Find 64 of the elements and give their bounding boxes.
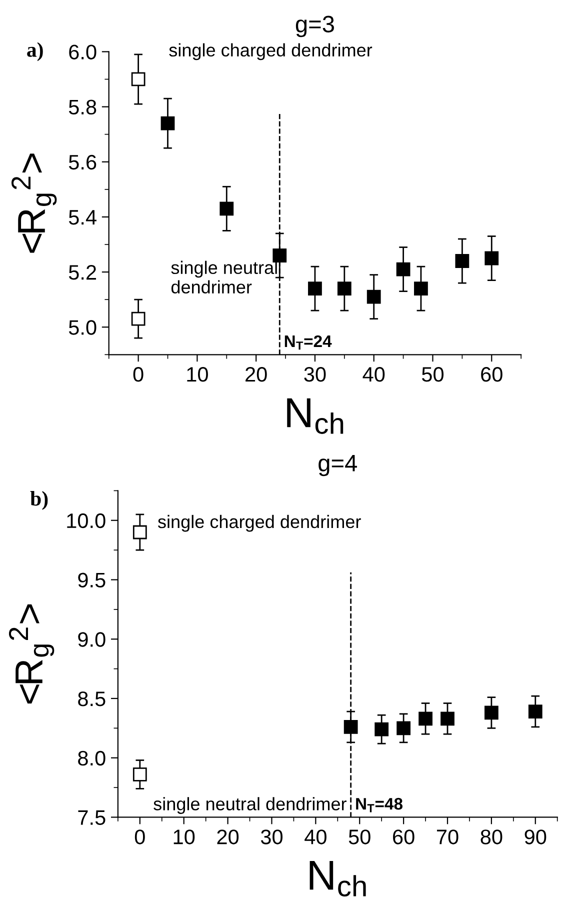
- x-tick-label: 50: [348, 830, 370, 844]
- y-tick-label: 9.0: [78, 632, 106, 647]
- y-tick-label: 8.0: [78, 750, 106, 766]
- y-tick-label: 10.0: [67, 513, 106, 528]
- annotation: single charged dendrimer: [169, 43, 372, 60]
- x-tick-label: 60: [393, 830, 414, 844]
- ref-line-label: N$_{T}$=48: [356, 798, 403, 812]
- x-tick-label: 0: [134, 830, 145, 844]
- chart-title: g=4: [318, 455, 357, 476]
- point: [440, 712, 454, 726]
- point: [272, 248, 287, 262]
- ref-line-label: N$_{T}$=24: [284, 335, 332, 350]
- y-tick-label: 5.6: [68, 154, 96, 170]
- annotation: single charged dendrimer: [158, 514, 361, 532]
- y-axis-title: <R$_{g}$$^{2}$>: [8, 604, 54, 704]
- point: [455, 254, 470, 268]
- point: [344, 720, 358, 734]
- x-tick-label: 0: [133, 366, 144, 382]
- x-tick-label: 30: [304, 366, 326, 382]
- point: [132, 525, 147, 540]
- x-tick-label: 20: [246, 366, 267, 382]
- point: [396, 262, 410, 276]
- x-tick-label: 20: [217, 830, 239, 844]
- y-tick-label: 5.0: [68, 320, 96, 335]
- x-tick-label: 30: [260, 830, 283, 844]
- x-tick-label: 70: [436, 830, 458, 844]
- point: [418, 712, 432, 726]
- x-tick-label: 60: [481, 366, 502, 382]
- text: b): [30, 491, 48, 510]
- x-tick-label: 40: [304, 830, 326, 844]
- annotation: single neutral dendrimer: [154, 797, 346, 814]
- y-axis-title: <R$_{g}$$^{2}$>: [11, 154, 57, 253]
- y-tick-label: 9.5: [78, 572, 106, 588]
- x-tick-label: 10: [174, 830, 195, 844]
- point: [414, 282, 428, 296]
- point: [528, 704, 542, 718]
- text: a): [27, 42, 43, 62]
- point: [220, 202, 234, 216]
- point: [131, 312, 146, 326]
- point: [308, 282, 322, 296]
- x-axis-title: N$_{ch}$: [287, 398, 344, 434]
- x-tick-label: 10: [187, 366, 208, 382]
- y-tick-label: 5.8: [68, 100, 96, 115]
- point: [366, 290, 381, 304]
- annotation: single neutral dendrimer: [171, 260, 277, 294]
- x-tick-label: 90: [524, 830, 546, 844]
- y-tick-label: 7.5: [78, 810, 106, 825]
- y-tick-label: 5.4: [68, 210, 96, 225]
- y-tick-label: 5.2: [68, 265, 96, 280]
- x-tick-label: 80: [480, 830, 502, 844]
- x-tick-label: 50: [422, 366, 444, 382]
- point: [337, 282, 352, 296]
- point: [374, 722, 389, 736]
- point: [131, 72, 146, 86]
- x-axis-title: N$_{ch}$: [310, 860, 366, 897]
- point: [132, 768, 147, 782]
- point: [484, 706, 498, 720]
- point: [484, 251, 499, 266]
- x-tick-label: 40: [362, 366, 385, 382]
- point: [396, 721, 411, 736]
- y-tick-label: 6.0: [69, 44, 96, 60]
- chart-title: g=3: [296, 16, 334, 38]
- point: [160, 116, 175, 130]
- y-tick-label: 8.5: [78, 691, 106, 706]
